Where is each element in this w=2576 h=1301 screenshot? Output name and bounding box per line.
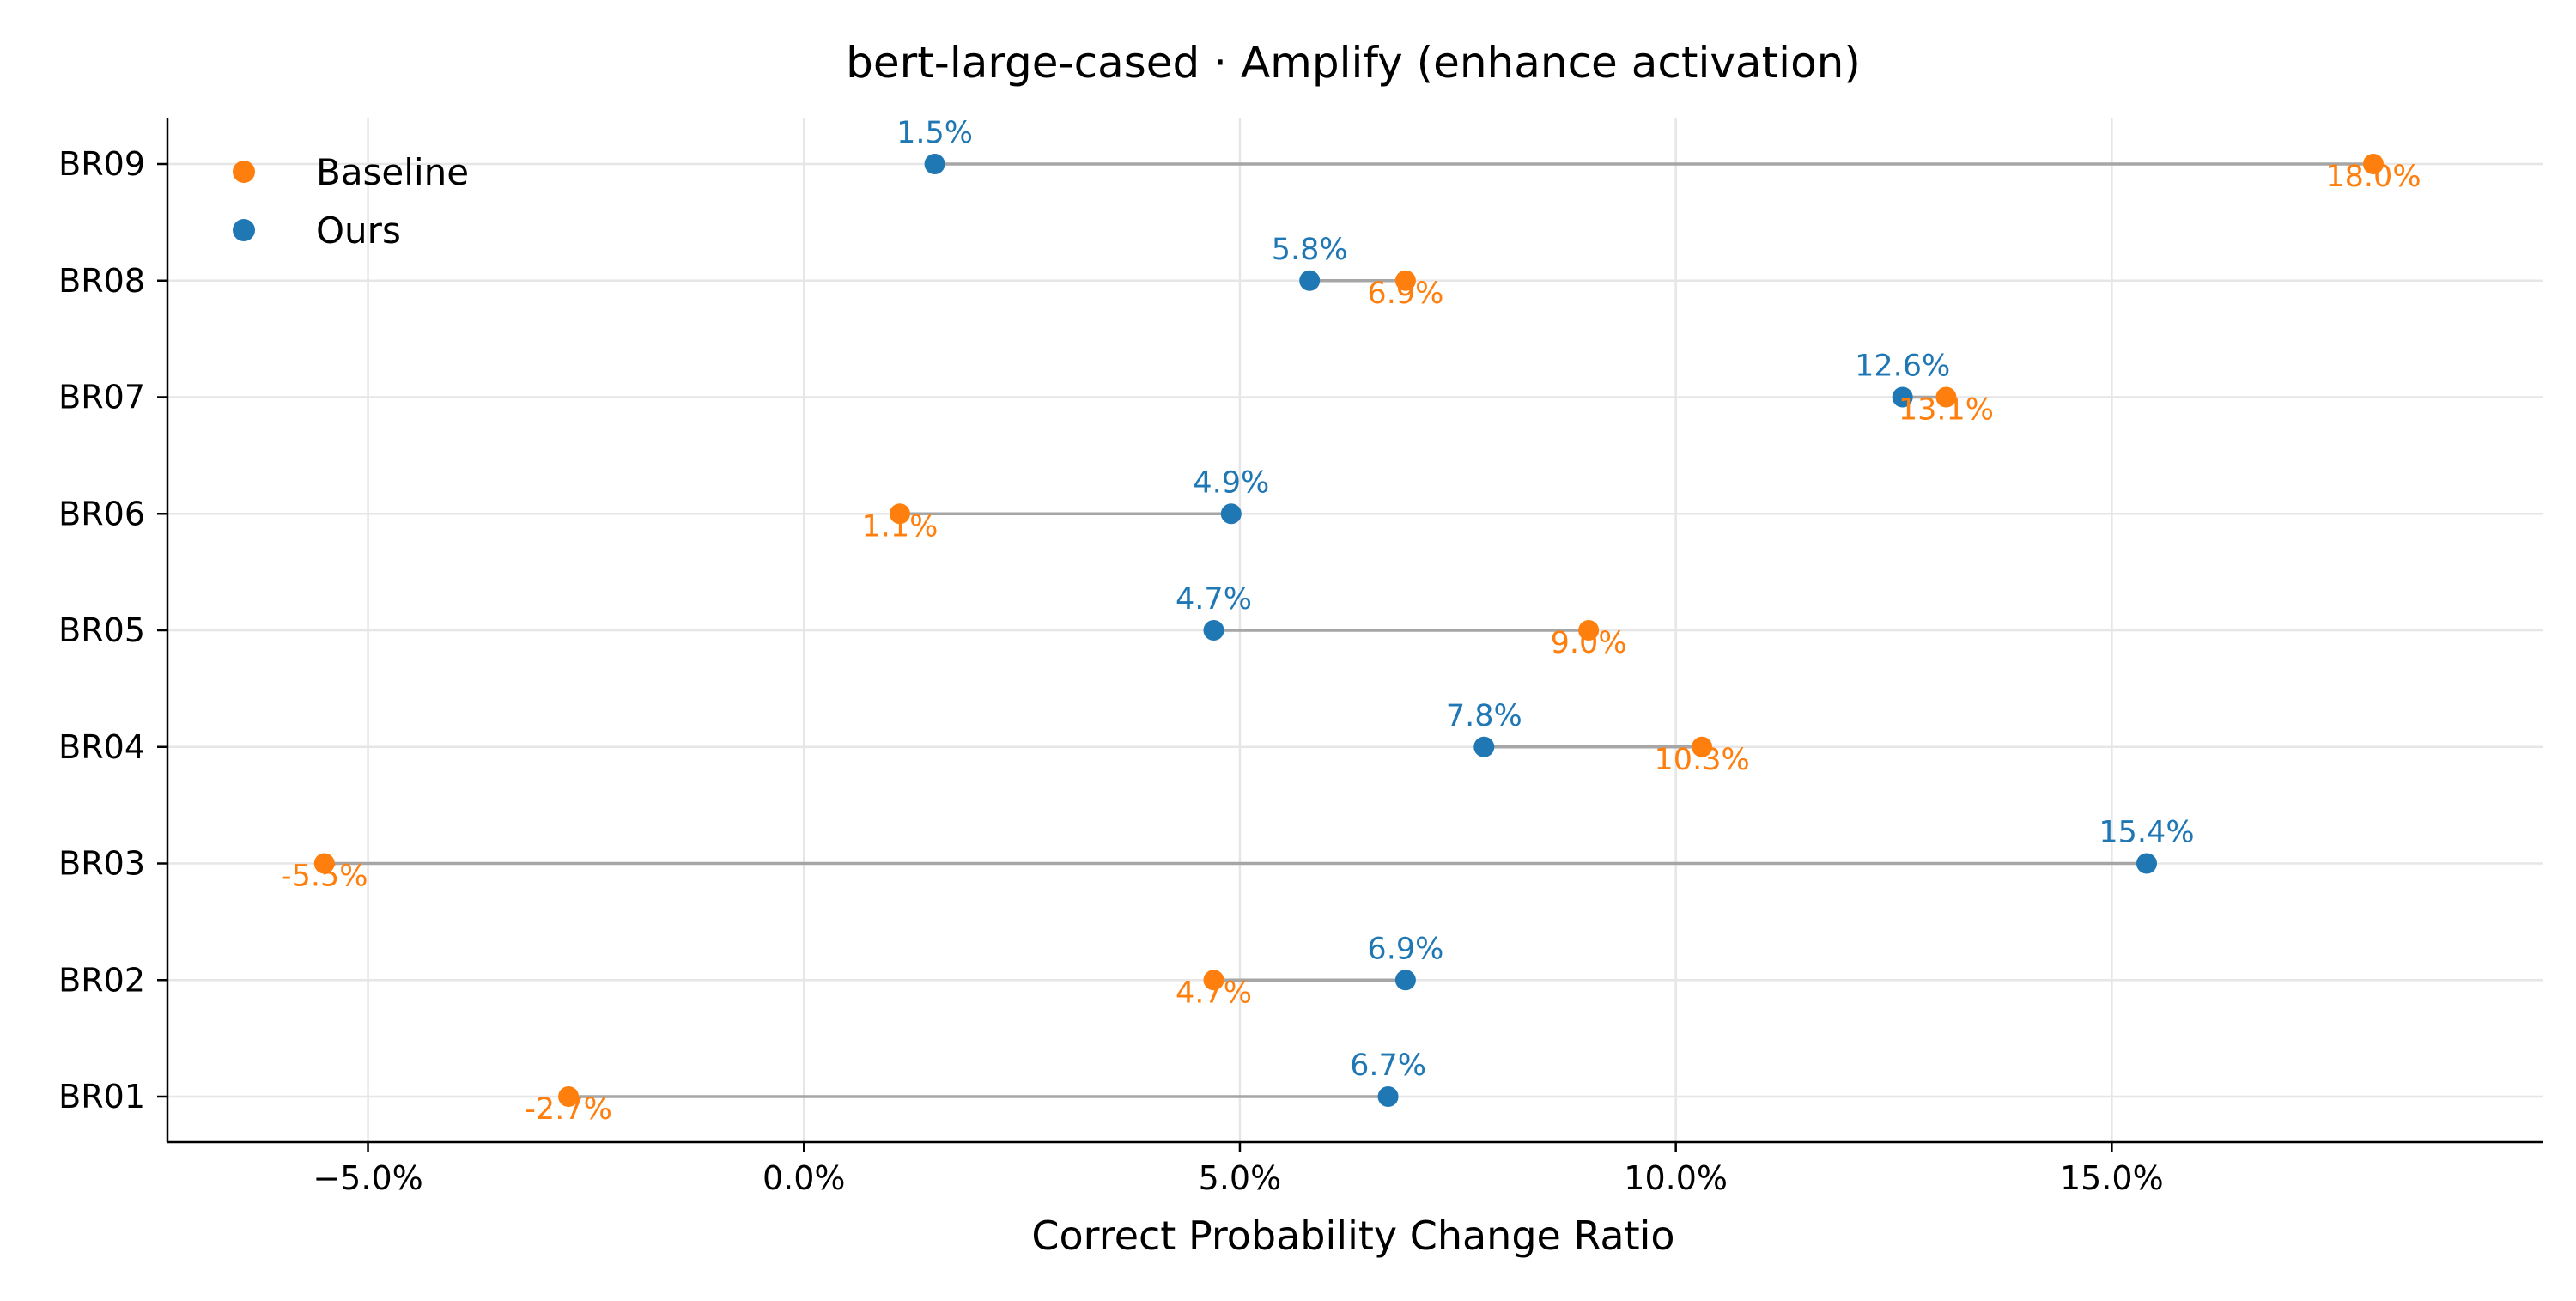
legend: Baseline Ours bbox=[233, 151, 469, 252]
ours-point bbox=[1892, 386, 1913, 408]
x-tick-label: 5.0% bbox=[1199, 1159, 1282, 1197]
baseline-point bbox=[1578, 620, 1600, 641]
ours-point bbox=[1394, 970, 1416, 991]
points bbox=[313, 154, 2384, 1107]
baseline-point bbox=[313, 853, 335, 874]
y-tick-label: BR05 bbox=[58, 611, 145, 649]
ours-point bbox=[924, 154, 945, 174]
ours-value-label: 4.9% bbox=[1193, 465, 1269, 500]
baseline-legend-label: Baseline bbox=[316, 151, 469, 193]
y-tick-label: BR04 bbox=[58, 728, 145, 766]
ours-point bbox=[1377, 1086, 1399, 1107]
baseline-point bbox=[1203, 970, 1224, 991]
baseline-value-label: 1.1% bbox=[861, 509, 938, 544]
ours-point bbox=[1203, 620, 1224, 641]
ours-point bbox=[1220, 503, 1242, 525]
baseline-point bbox=[2362, 154, 2384, 174]
y-tick-label: BR06 bbox=[58, 495, 145, 532]
y-tick-label: BR07 bbox=[58, 379, 145, 416]
y-tick-label: BR08 bbox=[58, 262, 145, 300]
ours-value-label: 12.6% bbox=[1855, 350, 1950, 384]
baseline-value-label: 18.0% bbox=[2325, 160, 2421, 194]
baseline-value-label: 9.0% bbox=[1551, 626, 1627, 660]
value-labels: 6.7% -2.7% 6.9% 4.7% 15.4% -5.5% 7.8% 10.3% 4.7%… bbox=[281, 116, 2421, 1127]
ours-value-label: 7.8% bbox=[1446, 699, 1522, 733]
baseline-value-label: 13.1% bbox=[1899, 393, 1994, 428]
baseline-legend-marker bbox=[233, 161, 255, 183]
ours-point bbox=[1299, 270, 1321, 291]
ours-point bbox=[1473, 736, 1495, 757]
x-tick-label: 15.0% bbox=[2060, 1159, 2164, 1197]
x-tick-label: 0.0% bbox=[762, 1159, 846, 1197]
ours-value-label: 4.7% bbox=[1176, 582, 1252, 617]
chart-title: bert-large-cased · Amplify (enhance acti… bbox=[846, 38, 1861, 88]
y-tick-label: BR02 bbox=[58, 961, 145, 999]
y-tick-label: BR01 bbox=[58, 1078, 145, 1116]
ours-value-label: 1.5% bbox=[896, 116, 973, 150]
baseline-value-label: 10.3% bbox=[1655, 743, 1750, 777]
baseline-point bbox=[889, 503, 910, 525]
baseline-point bbox=[1692, 736, 1713, 757]
ours-point bbox=[2136, 853, 2157, 874]
x-axis-title: Correct Probability Change Ratio bbox=[1031, 1213, 1674, 1259]
x-tick-label: 10.0% bbox=[1624, 1159, 1728, 1197]
baseline-value-label: 4.7% bbox=[1176, 976, 1252, 1010]
baseline-value-label: -2.7% bbox=[525, 1092, 612, 1127]
ours-value-label: 5.8% bbox=[1272, 233, 1348, 267]
axes: −5.0% 0.0% 5.0% 10.0% 15.0% BR01 BR02 BR03 BR04 B… bbox=[58, 118, 2543, 1197]
y-tick-label: BR03 bbox=[58, 845, 145, 883]
ours-legend-marker bbox=[233, 219, 255, 241]
baseline-point bbox=[1394, 270, 1416, 291]
ours-legend-label: Ours bbox=[316, 210, 401, 252]
baseline-point bbox=[1935, 386, 1957, 408]
baseline-point bbox=[558, 1086, 580, 1107]
baseline-value-label: 6.9% bbox=[1367, 277, 1443, 311]
ours-value-label: 6.7% bbox=[1350, 1049, 1426, 1083]
connectors bbox=[324, 162, 2373, 1098]
x-tick-label: −5.0% bbox=[313, 1159, 422, 1197]
ours-value-label: 15.4% bbox=[2099, 816, 2194, 850]
baseline-value-label: -5.5% bbox=[281, 860, 368, 894]
y-tick-label: BR09 bbox=[58, 145, 145, 183]
ours-value-label: 6.9% bbox=[1367, 932, 1443, 966]
